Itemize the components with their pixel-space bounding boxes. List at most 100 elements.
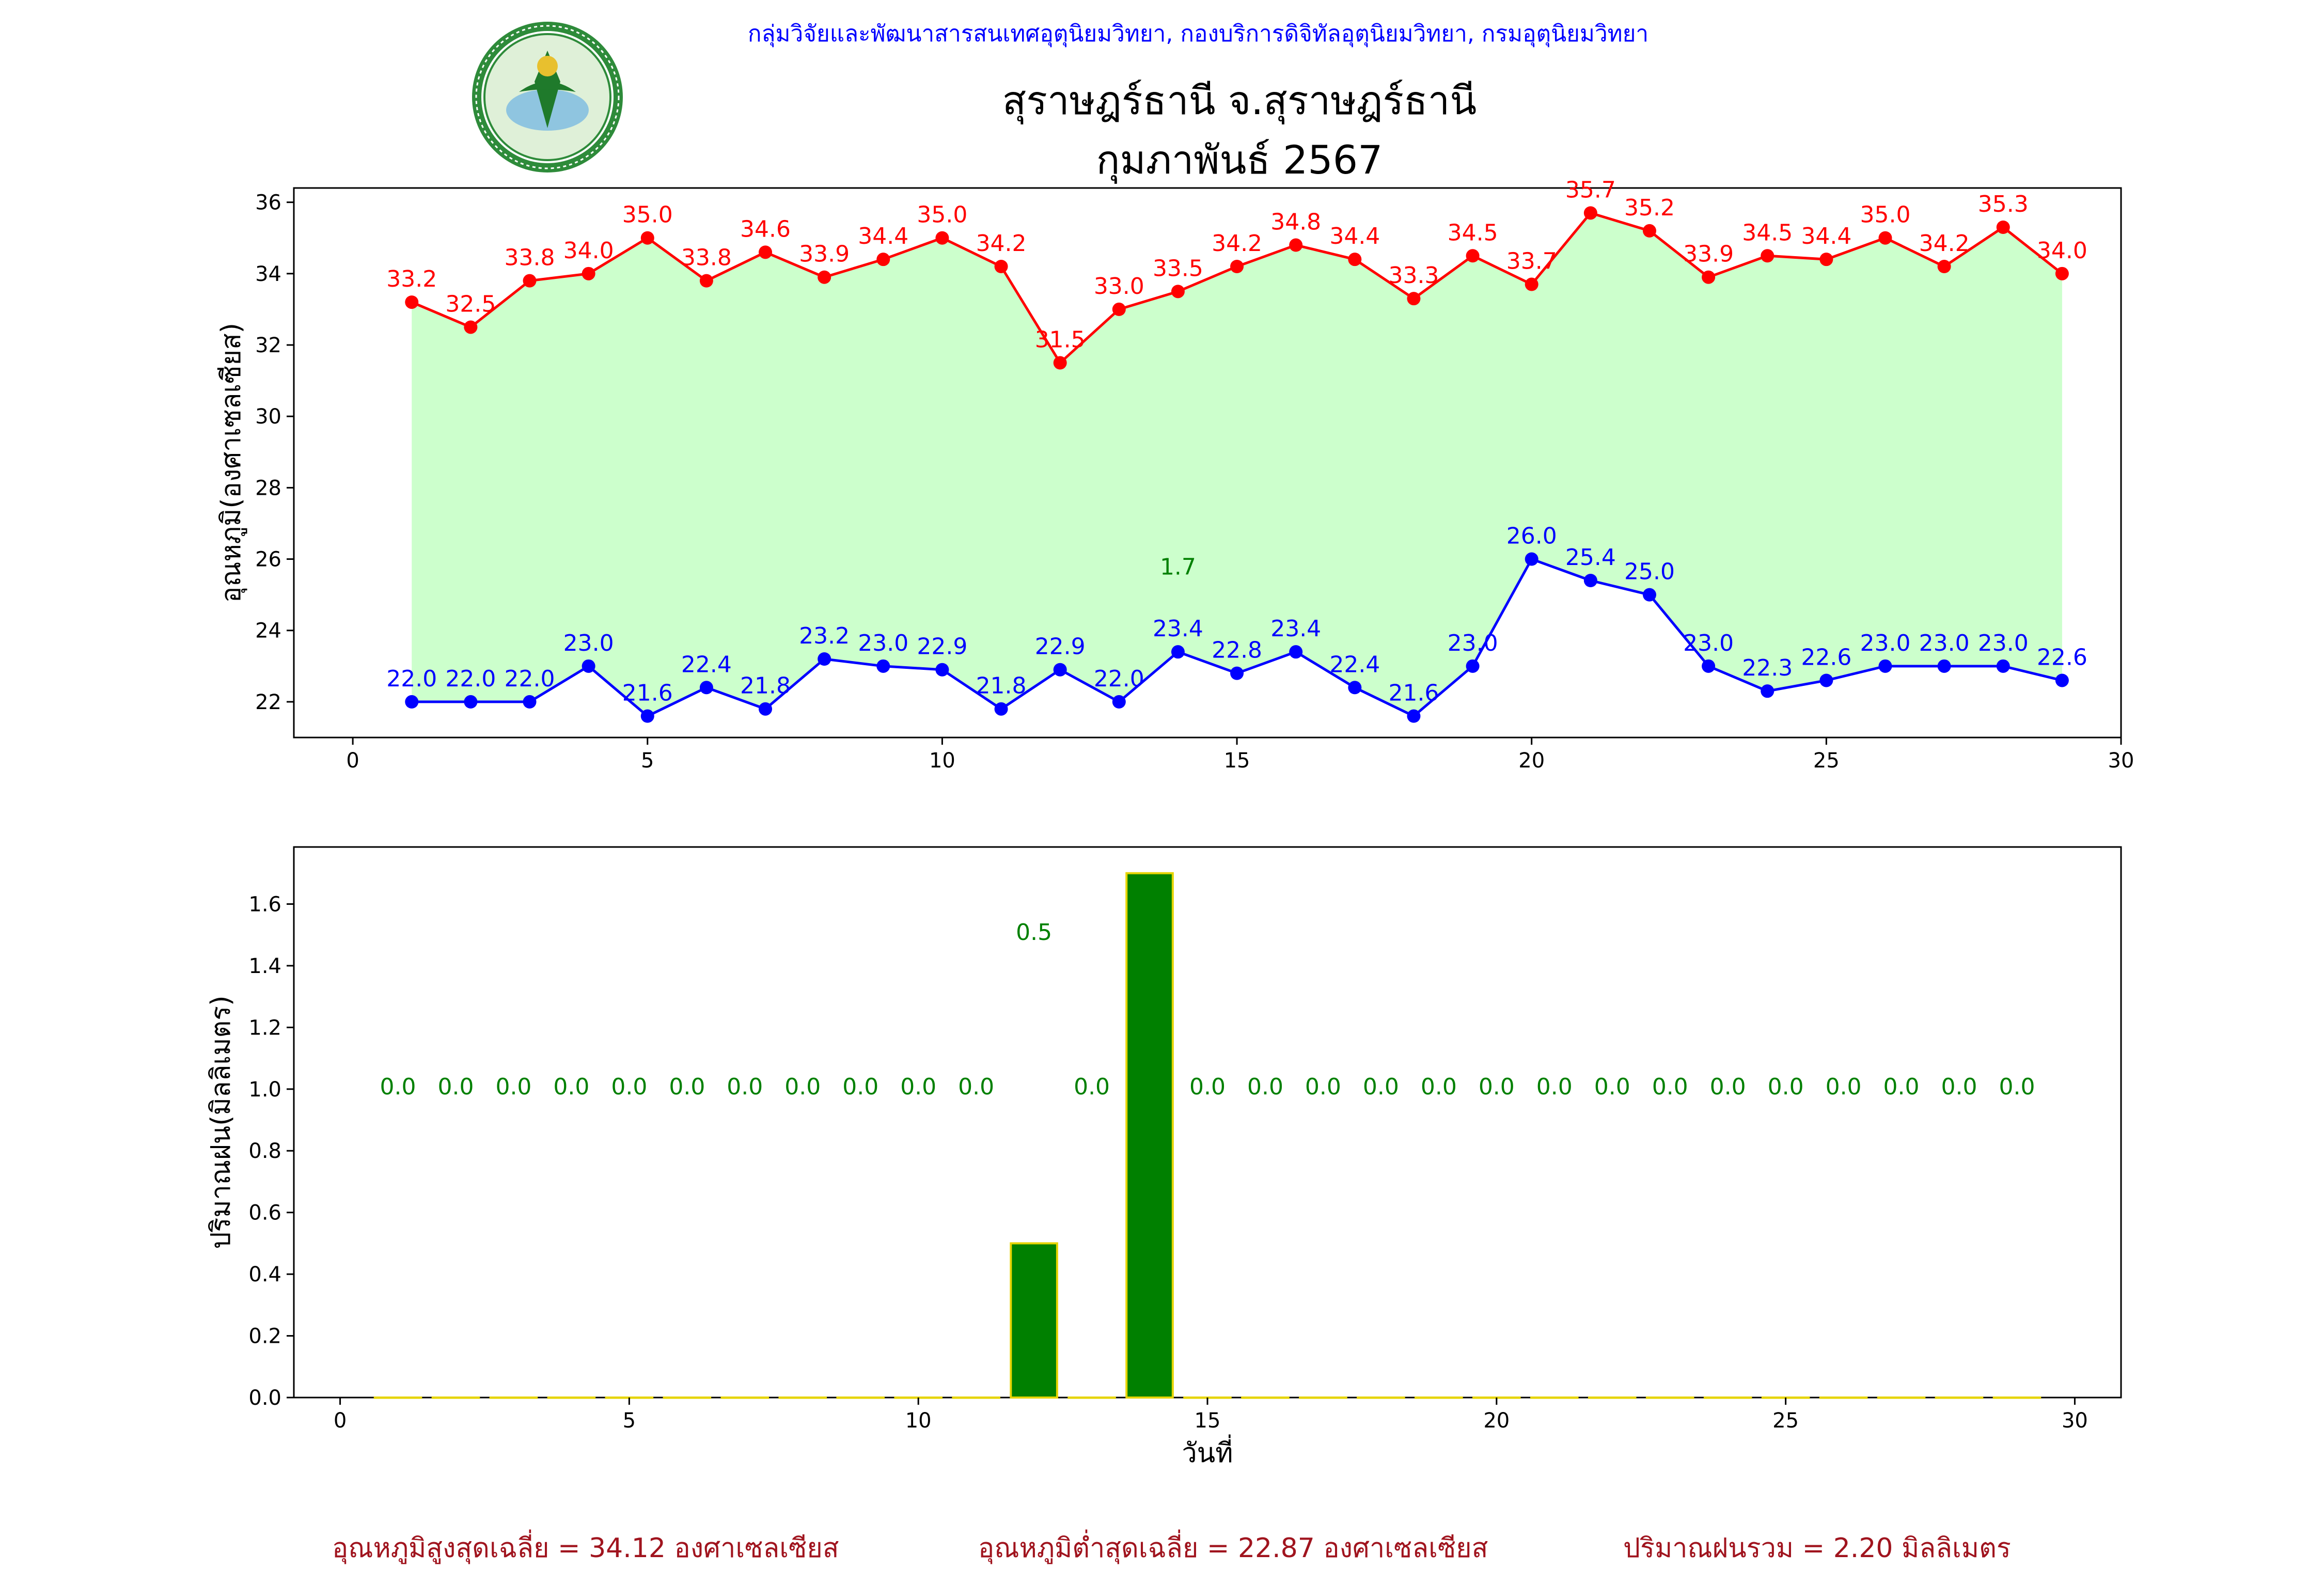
min-temp-label: 22.9: [1035, 634, 1086, 660]
meteorological-department-logo: [470, 20, 625, 175]
min-temp-label: 23.0: [858, 630, 908, 656]
min-temp-label: 21.6: [622, 680, 673, 707]
max-temp-label: 31.5: [1035, 327, 1086, 353]
rain-ytick-label: 0.4: [248, 1263, 281, 1286]
rain-ytick-label: 0.2: [248, 1325, 281, 1348]
min-temp-label: 23.0: [1919, 630, 1970, 656]
rain-label: 0.0: [1710, 1074, 1746, 1100]
max-temp-label: 33.7: [1506, 248, 1557, 275]
min-temp-label: 25.4: [1565, 544, 1616, 571]
avg-min-temp: อุณหภูมิต่ำสุดเฉลี่ย = 22.87 องศาเซลเซีย…: [978, 1533, 1488, 1564]
period-title: กุมภาพันธ์ 2567: [1096, 137, 1383, 183]
min-temp-label: 23.0: [563, 630, 614, 656]
max-temp-point: [876, 253, 890, 266]
rain-xtick-label: 5: [623, 1409, 636, 1433]
max-temp-label: 33.2: [386, 266, 437, 292]
max-temp-label: 34.2: [1212, 230, 1262, 257]
rain-label: 0.0: [1305, 1074, 1341, 1100]
min-temp-point: [523, 695, 537, 709]
min-temp-point: [1642, 588, 1656, 602]
rain-label: 0.0: [727, 1074, 763, 1100]
rainfall-chart: 0.0 0.0 0.0 0.0 0.0 0.0 0.0 0.0 0.0 0.0 0.0 0.5 0.0 0…: [206, 846, 2122, 1469]
max-temp-label: 34.2: [976, 230, 1027, 257]
temp-xtick-label: 15: [1224, 749, 1250, 773]
rain-label: 0.0: [1479, 1074, 1515, 1100]
min-temp-label: 22.3: [1742, 655, 1793, 681]
rain-ytick-label: 1.6: [248, 892, 281, 916]
rain-label: 0.0: [1826, 1074, 1862, 1100]
rain-xlabel: วันที่: [1182, 1434, 1233, 1469]
min-temp-label: 22.0: [386, 666, 437, 692]
max-temp-label: 34.4: [858, 223, 908, 249]
max-temp-label: 34.5: [1742, 219, 1793, 246]
min-temp-point: [1819, 673, 1833, 687]
max-temp-point: [1525, 277, 1538, 291]
rain-label: 0.0: [1768, 1074, 1804, 1100]
max-temp-point: [759, 245, 773, 259]
station-title: สุราษฎร์ธานี จ.สุราษฎร์ธานี: [1002, 77, 1477, 123]
temp-xtick-label: 20: [1518, 749, 1545, 773]
temp-xtick-label: 25: [1813, 749, 1840, 773]
max-temp-point: [1171, 285, 1185, 299]
max-temp-point: [699, 274, 713, 288]
max-temp-point: [405, 295, 419, 309]
max-temp-point: [464, 320, 478, 334]
temp-ylabel: อุณหภูมิ(องศาเซลเซียส): [216, 323, 247, 603]
max-temp-label: 33.8: [505, 245, 555, 271]
min-temp-point: [1937, 659, 1951, 673]
min-temp-point: [1053, 663, 1067, 677]
max-temp-point: [1702, 270, 1716, 284]
rain-label: 0.0: [669, 1074, 705, 1100]
max-temp-point: [1348, 253, 1362, 266]
min-temp-point: [759, 702, 773, 716]
min-temp-label: 23.4: [1270, 616, 1321, 642]
min-temp-label: 22.0: [445, 666, 496, 692]
temp-xtick-label: 5: [641, 749, 654, 773]
temp-xtick-label: 10: [929, 749, 955, 773]
temp-ytick-label: 30: [255, 405, 281, 429]
min-temp-label: 21.6: [1388, 680, 1439, 707]
rain-label: 0.0: [1652, 1074, 1688, 1100]
rain-ytick-label: 0.0: [248, 1386, 281, 1410]
min-temp-label: 22.6: [2037, 644, 2087, 670]
min-temp-point: [1407, 709, 1421, 723]
rain-xtick-label: 30: [2062, 1409, 2088, 1433]
max-temp-point: [1878, 231, 1892, 245]
max-temp-point: [523, 274, 537, 288]
rain-xtick-label: 15: [1195, 1409, 1221, 1433]
rain-ytick-label: 1.0: [248, 1078, 281, 1102]
rain-ytick-label: 1.2: [248, 1016, 281, 1040]
min-temp-label: 22.4: [681, 651, 732, 678]
rain-ytick-label: 0.8: [248, 1139, 281, 1163]
min-temp-label: 22.4: [1329, 651, 1380, 678]
min-temp-point: [1289, 645, 1303, 659]
max-temp-label: 34.5: [1448, 219, 1498, 246]
rain-label: 0.0: [1074, 1074, 1110, 1100]
temp-ytick-label: 22: [255, 691, 281, 714]
min-temp-point: [640, 709, 654, 723]
max-temp-label: 34.4: [1329, 223, 1380, 249]
rain-label: 0.0: [611, 1074, 647, 1100]
max-temp-point: [1289, 238, 1303, 252]
max-temp-point: [1996, 221, 2010, 234]
temperature-chart: 22 24 26 28 30 32 34 36 0 5 10 15 20 25 30 อุณหภูมิ(องศ…: [216, 177, 2134, 773]
max-temp-point: [935, 231, 949, 245]
min-temp-label: 21.8: [976, 673, 1027, 699]
max-temp-label: 35.2: [1624, 195, 1675, 221]
min-temp-label: 26.0: [1506, 523, 1557, 550]
min-temp-point: [1230, 666, 1244, 680]
min-temp-point: [1112, 695, 1126, 709]
min-temp-point: [1583, 574, 1597, 587]
max-temp-label: 35.3: [1978, 191, 2029, 217]
max-temp-point: [2055, 266, 2069, 280]
rain-ylabel: ปริมาณฝน(มิลลิเมตร): [206, 995, 237, 1249]
rain-xtick-label: 10: [905, 1409, 932, 1433]
max-temp-label: 34.2: [1919, 230, 1970, 257]
temp-annotation: 1.7: [1160, 554, 1196, 580]
min-temp-point: [876, 659, 890, 673]
max-temp-label: 34.4: [1801, 223, 1851, 249]
min-temp-point: [405, 695, 419, 709]
temp-ytick-label: 36: [255, 191, 281, 215]
min-temp-point: [1996, 659, 2010, 673]
max-temp-point: [1053, 356, 1067, 370]
